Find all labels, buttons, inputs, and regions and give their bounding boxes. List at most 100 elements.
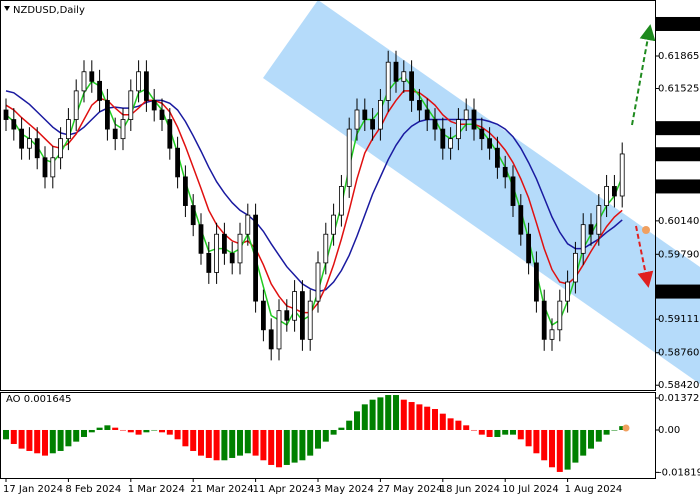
ao-bar [471, 429, 477, 431]
ao-bar [49, 429, 56, 454]
candle-body [97, 80, 102, 101]
candle-body [346, 128, 352, 187]
ao-bar [595, 429, 602, 442]
candle-body [112, 128, 118, 140]
candle-body [580, 224, 586, 254]
candle-body [526, 233, 531, 264]
candle-body [455, 119, 461, 140]
main-frame [0, 0, 656, 391]
candle-body [573, 252, 578, 283]
ao-bar [502, 429, 509, 435]
plot [3, 50, 625, 361]
price-box [656, 179, 700, 194]
candle-body [26, 138, 32, 149]
candle-body [487, 138, 493, 149]
ao-bar [252, 429, 259, 456]
menu-triangle [4, 6, 10, 11]
candle-body [89, 71, 95, 82]
candle-body [299, 291, 305, 340]
candle-body [3, 109, 9, 120]
candle-body [198, 224, 204, 254]
ao-bar [510, 429, 516, 435]
y-tick-label: 0.61865 [658, 51, 699, 62]
ao-bar [65, 429, 72, 447]
y-tick-label: 0.59111 [658, 314, 699, 325]
x-tick-label: 10 Jul 2024 [502, 484, 559, 495]
ao-bar [166, 429, 173, 435]
candle-body [432, 119, 438, 130]
candle-body [221, 233, 227, 254]
ao-bar [525, 429, 532, 447]
y-tick-label: 0.59790 [658, 249, 699, 260]
candle-body [42, 157, 48, 178]
candle-body [549, 329, 555, 340]
candle-body [557, 300, 563, 331]
ao-bar [416, 404, 423, 430]
price-box [656, 284, 700, 299]
ao-bar [346, 420, 353, 430]
ao-bar [564, 429, 571, 470]
ao-bar [393, 395, 399, 430]
candle-body [362, 109, 368, 120]
x-tick-label: 17 Jan 2024 [3, 484, 63, 495]
candle-body [401, 71, 407, 82]
ao-bar [260, 429, 267, 461]
candle-body [190, 205, 196, 226]
y-tick-label: 0.60837 [658, 149, 699, 160]
ao-bar [494, 429, 501, 437]
candle-body [565, 281, 570, 302]
ao-bar [588, 429, 594, 449]
ao-bar [439, 413, 446, 430]
ao-bar [283, 429, 290, 465]
x-tick-label: 18 Jun 2024 [440, 484, 500, 495]
candle-body [534, 262, 539, 302]
candle-body [214, 233, 220, 273]
ao-bar [135, 429, 142, 435]
candle-body [479, 128, 485, 140]
forecast-down-arrow [635, 225, 654, 288]
ao-bar [73, 429, 80, 442]
ao-bar [159, 429, 165, 433]
y-tick-label: 0.61110 [658, 123, 699, 134]
ao-bar [315, 429, 321, 449]
candle-body [307, 300, 313, 340]
ao-bar [354, 411, 360, 430]
ao-bar [385, 395, 392, 430]
ao-bar [127, 429, 134, 433]
candle-body [284, 310, 290, 321]
y-tick-label: 0.58760 [658, 348, 699, 359]
ao-bar [96, 427, 103, 430]
ao-bar [377, 397, 384, 430]
candle-body [237, 233, 243, 264]
ao-bar [486, 429, 493, 437]
candle-body [518, 205, 524, 235]
candle-body [175, 147, 181, 178]
y-tick-label: 0.58420 [658, 380, 699, 391]
candle-body [292, 291, 298, 321]
candle-body [81, 71, 87, 92]
ao-bar [112, 427, 119, 430]
ao-bar [432, 409, 438, 430]
ao-bar [611, 429, 618, 431]
candle-body [416, 100, 422, 111]
ao-frame [0, 392, 656, 479]
ao-bar [120, 429, 126, 431]
ao-bar [549, 429, 555, 468]
candle-body [105, 100, 110, 130]
candle-body [502, 166, 508, 178]
candle-body [268, 329, 274, 350]
ao-bar [455, 420, 462, 430]
candle-body [510, 176, 516, 206]
candle-body [471, 109, 477, 130]
price-box [656, 121, 700, 136]
x-tick-label: 11 Apr 2024 [253, 484, 315, 495]
candle-body [58, 138, 63, 159]
candle-body [245, 214, 251, 235]
ao-bar [478, 429, 485, 435]
y-tick-label: 0.60500 [658, 181, 699, 192]
candle-body [354, 109, 360, 130]
candle-body [331, 214, 337, 235]
ao-bar [603, 429, 610, 435]
candle-body [167, 119, 173, 149]
ao-bar [205, 429, 212, 458]
